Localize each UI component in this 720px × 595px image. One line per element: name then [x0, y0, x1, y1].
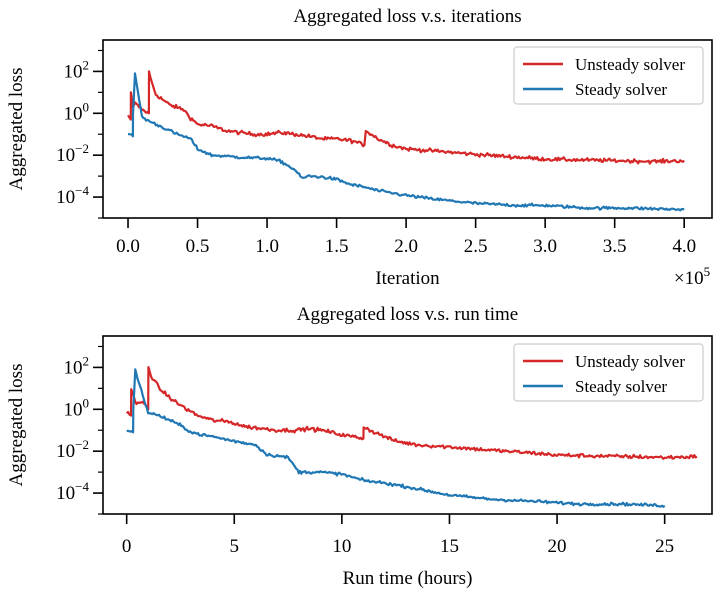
chart-panel-2: Aggregated loss v.s. run time 0 5 10 15 20 25 1…	[6, 304, 713, 589]
x-tick-label: 10	[332, 536, 351, 557]
x-tick-label: 25	[655, 536, 674, 557]
x-axis-label: Iteration	[375, 268, 440, 289]
x-tick-label: 0	[122, 536, 132, 557]
y-tick-label: 102	[64, 57, 90, 82]
x-tick-label: 3.0	[533, 236, 557, 257]
y-tick-label: 100	[64, 99, 90, 124]
y-tick-label: 102	[64, 353, 90, 378]
x-tick-label: 5	[230, 536, 240, 557]
y-tick-label: 10−2	[56, 141, 89, 166]
y-tick-label: 10−4	[56, 183, 89, 208]
chart-title: Aggregated loss v.s. run time	[297, 304, 518, 325]
x-tick-label: 0.0	[116, 236, 140, 257]
legend: Unsteady solver Steady solver	[513, 46, 704, 105]
series-line-unsteady	[125, 366, 698, 460]
x-scale-factor: ×105	[674, 264, 710, 289]
x-tick-label: 1.0	[255, 236, 279, 257]
y-tick-label: 10−2	[56, 437, 89, 462]
x-tick-label: 3.5	[603, 236, 627, 257]
axes-frame	[102, 335, 713, 515]
legend-label: Steady solver	[575, 80, 667, 99]
axes-frame	[102, 39, 713, 219]
x-tick-label: 1.5	[325, 236, 349, 257]
x-axis-label: Run time (hours)	[343, 568, 473, 589]
series-line-steady	[126, 368, 666, 508]
legend-label: Unsteady solver	[575, 55, 685, 74]
y-tick-label: 100	[64, 395, 90, 420]
chart-title: Aggregated loss v.s. iterations	[293, 6, 521, 27]
x-tick-label: 2.0	[394, 236, 418, 257]
y-axis-label: Aggregated loss	[6, 68, 27, 191]
legend-label: Steady solver	[575, 377, 667, 396]
legend: Unsteady solver Steady solver	[513, 343, 704, 402]
x-tick-label: 4.0	[672, 236, 696, 257]
y-tick-label: 10−4	[56, 479, 89, 504]
chart-panel-1: Aggregated loss v.s. iterations 0.0 0.5 1.0…	[6, 6, 713, 289]
y-axis-label: Aggregated loss	[6, 364, 27, 487]
series-line-unsteady	[127, 70, 685, 165]
legend-label: Unsteady solver	[575, 352, 685, 371]
x-tick-label: 15	[440, 536, 459, 557]
x-tick-label: 0.5	[186, 236, 210, 257]
series-line-steady	[127, 72, 685, 212]
x-tick-label: 20	[548, 536, 567, 557]
x-tick-label: 2.5	[464, 236, 488, 257]
